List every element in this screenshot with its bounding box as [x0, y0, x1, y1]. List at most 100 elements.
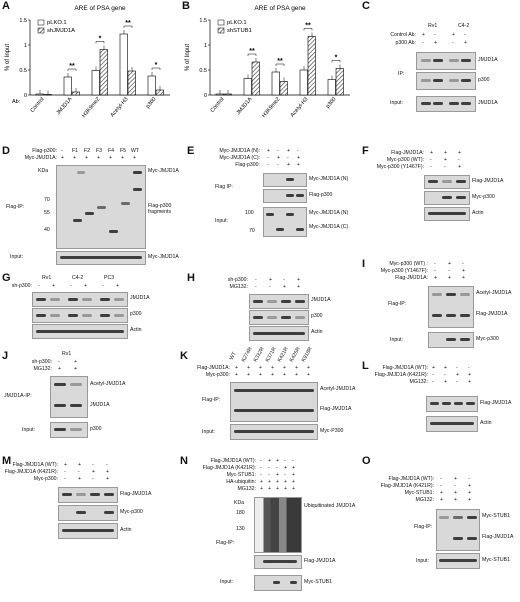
- sig-bracket: [123, 25, 133, 28]
- sign: +: [121, 155, 125, 161]
- sign: -: [434, 268, 436, 274]
- sign: +: [271, 372, 275, 378]
- band-label: JMJD1A: [311, 297, 331, 303]
- blot: [436, 509, 480, 551]
- row-label: Flag-JMJD1A:: [391, 150, 424, 156]
- sign: +: [468, 379, 472, 385]
- sign: -: [268, 472, 270, 478]
- sig-bracket: [303, 28, 313, 31]
- legend-swatch: [217, 27, 225, 34]
- sig-marker: **: [277, 58, 283, 65]
- sign: -: [38, 283, 40, 289]
- y-tick-label: 0: [204, 93, 207, 99]
- sign: +: [109, 155, 113, 161]
- x-tick-label: Control: [30, 96, 46, 113]
- x-tick-label: H3K9me2: [81, 96, 101, 119]
- sign: +: [287, 162, 291, 168]
- sign: +: [276, 479, 280, 485]
- row-label-control-ab: Control Ab:: [390, 32, 416, 38]
- col-label: Rv1: [62, 351, 72, 357]
- sign: -: [255, 284, 257, 290]
- sign: +: [268, 458, 272, 464]
- panel-letter: A: [2, 0, 10, 12]
- sign: +: [292, 465, 296, 471]
- row-label: Myc-STUB1:: [226, 472, 256, 478]
- y-axis-label: % of Input: [5, 44, 11, 71]
- band-label: Myc-STUB1: [304, 579, 332, 585]
- sign: -: [462, 261, 464, 267]
- row-label: MG132:: [415, 497, 434, 503]
- sign: +: [468, 490, 472, 496]
- ip-label: Flag-IP:: [414, 524, 433, 530]
- panel-letter: G: [2, 272, 11, 284]
- band-label: JMJD1A: [478, 57, 498, 63]
- row-label: MG132:: [229, 284, 248, 290]
- sign: +: [247, 365, 251, 371]
- sign: +: [92, 469, 96, 475]
- row-label: Myc-p300 (WT):: [386, 157, 424, 163]
- sign: +: [58, 366, 62, 372]
- bar-control: [327, 79, 336, 96]
- sign: +: [268, 479, 272, 485]
- bar-chart-b: ARE of PSA gene 0 0.5 1 1.5 % of Input Control…: [185, 5, 350, 119]
- band-label: Actin: [311, 329, 323, 335]
- band-label: Myc-STUB1: [482, 513, 510, 519]
- x-tick-label: p300: [145, 96, 157, 109]
- bar-control: [63, 76, 72, 96]
- sign: -: [58, 359, 60, 365]
- panel-g: G Rv1 C4-2 PC3 sh-p300: - + - + - + JMJD…: [0, 272, 180, 347]
- input-label: Input:: [215, 218, 228, 224]
- col-label: C4-2: [72, 275, 84, 281]
- row-label: sh-p300:: [11, 283, 32, 289]
- blot: [50, 422, 88, 438]
- sign: +: [468, 372, 472, 378]
- panel-letter: M: [2, 455, 12, 467]
- band-label: p300: [478, 77, 490, 83]
- sign: +: [235, 365, 239, 371]
- band-label: Actin: [480, 420, 492, 426]
- sign: -: [102, 283, 104, 289]
- band-label: JMJD1A: [478, 100, 498, 106]
- blot-ip-n: [263, 173, 307, 187]
- sign: +: [235, 372, 239, 378]
- x-tick-label: JMJD1A: [236, 96, 254, 116]
- bar-control: [215, 93, 224, 96]
- lane-label: F3: [96, 148, 103, 154]
- sign: +: [276, 458, 280, 464]
- input-label: Input:: [202, 429, 215, 435]
- sign: +: [422, 32, 426, 38]
- ip-label: Flag-IP:: [216, 540, 235, 546]
- sign: -: [92, 462, 94, 468]
- sign: -: [454, 483, 456, 489]
- bar-knockdown: [43, 94, 52, 96]
- bar-knockdown: [127, 70, 136, 96]
- band-label: Acetyl-JMJD1A: [320, 386, 356, 392]
- ip-label: Flag-IP:: [6, 204, 25, 210]
- col-label: WT: [228, 351, 238, 362]
- ip-label: JMJD1A-IP:: [4, 393, 32, 399]
- sign: +: [448, 275, 452, 281]
- band-label: Flag-JMJD1A: [120, 491, 152, 497]
- blot: [32, 292, 128, 307]
- row-label: Flag-JMJD1A (K421R):: [202, 465, 256, 471]
- sign: -: [284, 458, 286, 464]
- sign: +: [297, 155, 301, 161]
- band-label: Myc-JMJD1A (C): [309, 224, 349, 230]
- sign: +: [444, 157, 448, 163]
- sign: -: [64, 476, 66, 482]
- marker: 70: [249, 228, 255, 234]
- chart-title: ARE of PSA gene: [254, 5, 306, 12]
- x-prefix-label: Ab:: [12, 99, 21, 105]
- bar-knockdown: [71, 91, 80, 96]
- sign: -: [260, 465, 262, 471]
- panel-letter: B: [182, 0, 190, 12]
- sign: -: [267, 162, 269, 168]
- band-label: Myc-p300: [472, 194, 495, 200]
- col-label-rv1: Rv1: [428, 23, 438, 29]
- blot: [58, 505, 118, 521]
- band-label: Flag-JMJD1A: [476, 311, 508, 317]
- panel-letter: J: [2, 350, 9, 362]
- panel-letter: O: [362, 455, 371, 467]
- sign: -: [456, 379, 458, 385]
- x-tick-label: Control: [210, 96, 226, 113]
